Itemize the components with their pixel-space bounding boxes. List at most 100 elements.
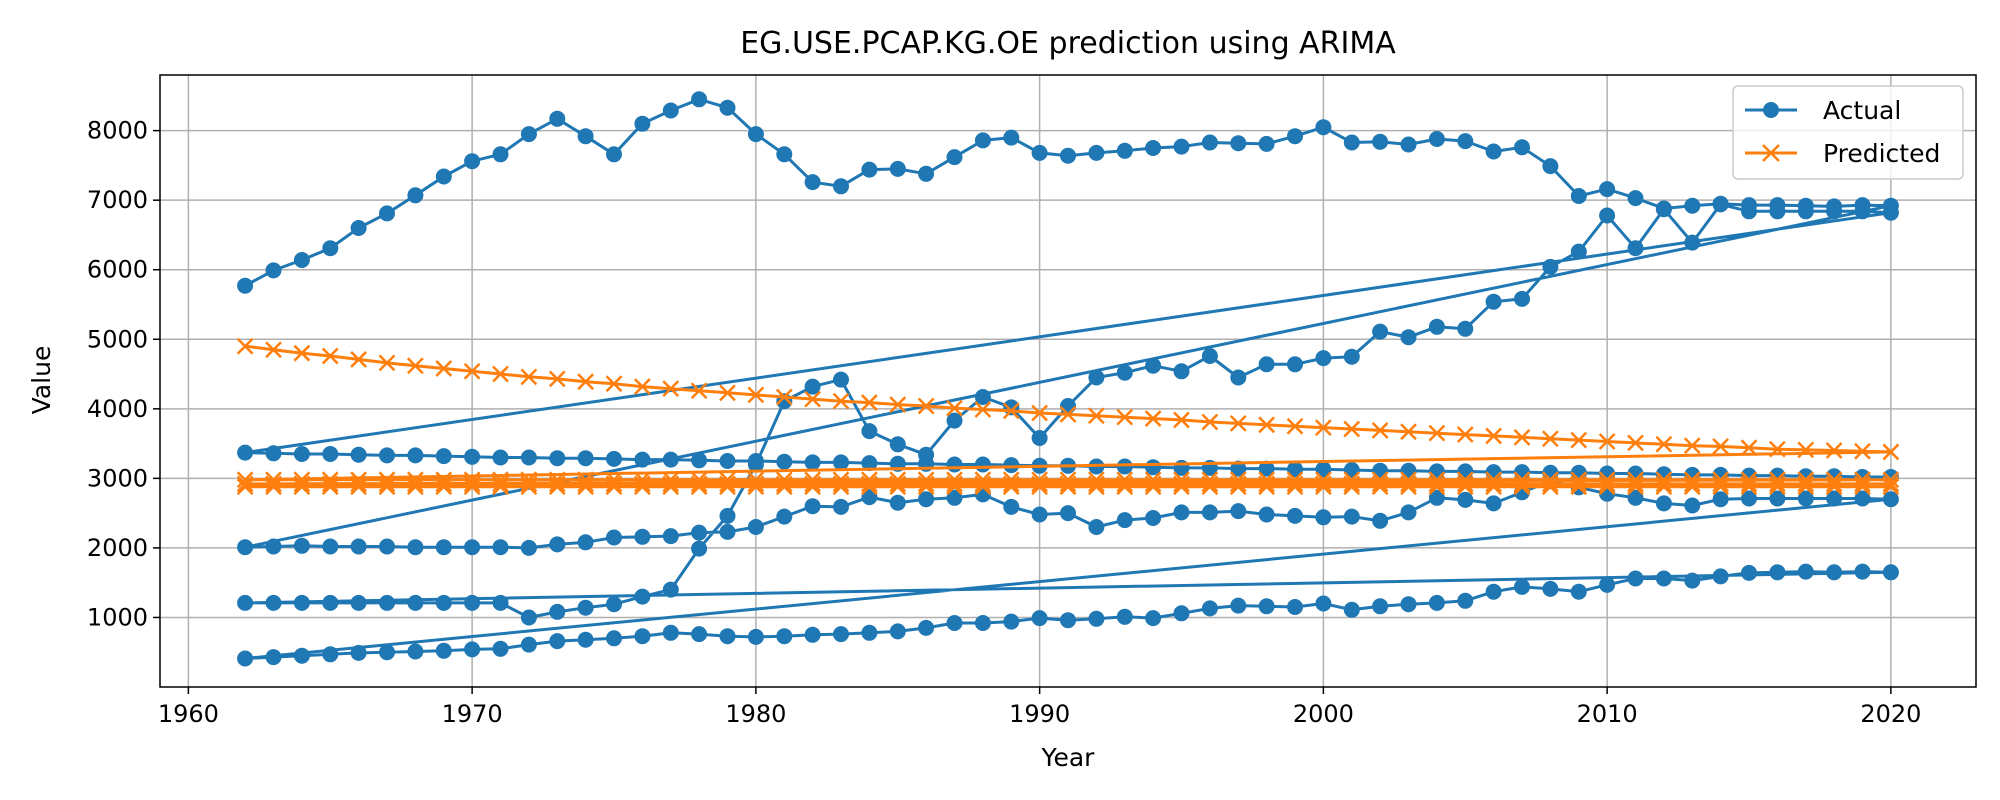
data-point-actual — [1003, 498, 1020, 515]
data-point-actual — [1145, 510, 1162, 526]
data-point-predicted — [1655, 435, 1673, 453]
data-point-predicted — [1683, 475, 1701, 493]
data-point-predicted — [860, 478, 878, 496]
data-point-predicted — [804, 390, 822, 408]
data-point-actual — [350, 446, 367, 463]
data-point-predicted — [1031, 478, 1049, 496]
data-point-predicted — [804, 478, 822, 496]
data-point-actual — [492, 640, 509, 657]
data-point-actual — [464, 153, 481, 170]
data-point-predicted — [946, 399, 963, 417]
data-point-actual — [889, 436, 906, 453]
data-point-actual — [379, 644, 395, 661]
y-tick-label: 2000 — [87, 534, 148, 562]
data-point-actual — [804, 498, 821, 515]
data-point-predicted — [1059, 475, 1077, 493]
data-point-actual — [719, 453, 736, 469]
x-tick-label: 2020 — [1860, 700, 1921, 728]
data-point-actual — [1485, 143, 1502, 160]
data-point-actual — [379, 205, 395, 222]
data-point-predicted — [492, 475, 509, 493]
data-point-predicted — [1485, 427, 1503, 445]
data-point-predicted — [775, 478, 793, 496]
data-point-predicted — [548, 471, 566, 489]
data-point-actual — [1201, 504, 1218, 521]
data-point-predicted — [1002, 402, 1020, 420]
data-point-actual — [1372, 133, 1389, 150]
data-point-actual — [719, 99, 736, 116]
data-point-predicted — [1031, 475, 1049, 493]
data-point-actual — [322, 240, 339, 257]
data-point-actual — [1003, 457, 1020, 474]
data-point-actual — [577, 631, 594, 648]
data-point-predicted — [1371, 478, 1389, 496]
data-point-actual — [435, 448, 452, 465]
data-point-predicted — [1286, 471, 1304, 489]
data-point-actual — [549, 450, 566, 467]
data-point-predicted — [1825, 478, 1843, 496]
data-point-predicted — [1087, 475, 1105, 493]
data-point-actual — [889, 623, 906, 640]
data-point-actual — [322, 594, 339, 611]
data-point-predicted — [1087, 407, 1105, 425]
data-point-predicted — [1655, 471, 1673, 489]
data-point-actual — [464, 539, 481, 556]
data-point-predicted — [690, 471, 708, 489]
data-point-predicted — [719, 475, 736, 493]
data-point-predicted — [860, 471, 878, 489]
data-point-actual — [1031, 430, 1048, 446]
data-point-predicted — [889, 478, 907, 496]
data-point-actual — [747, 519, 764, 535]
data-point-actual — [1343, 601, 1360, 618]
data-point-predicted — [321, 475, 339, 493]
data-point-actual — [804, 626, 821, 643]
data-point-actual — [435, 642, 452, 659]
data-point-predicted — [1116, 478, 1134, 496]
data-point-predicted — [1598, 433, 1616, 450]
series-actual — [237, 91, 1899, 667]
data-point-predicted — [946, 471, 963, 489]
data-point-predicted — [974, 475, 992, 493]
data-point-actual — [946, 615, 963, 631]
data-point-actual — [662, 528, 679, 545]
data-point-predicted — [1400, 423, 1417, 441]
data-point-actual — [804, 174, 821, 191]
data-point-predicted — [1371, 475, 1389, 493]
data-point-actual — [1712, 568, 1729, 585]
data-point-actual — [974, 456, 991, 473]
data-point-actual — [634, 588, 651, 605]
data-point-actual — [464, 641, 481, 658]
data-point-predicted — [378, 354, 396, 372]
data-point-predicted — [492, 478, 509, 496]
data-point-actual — [265, 262, 282, 279]
data-point-predicted — [1541, 430, 1559, 448]
data-point-actual — [265, 649, 282, 666]
data-point-actual — [435, 168, 452, 185]
data-point-actual — [889, 160, 906, 177]
data-point-predicted — [1229, 415, 1247, 432]
data-point-predicted — [548, 475, 566, 493]
data-point-predicted — [633, 378, 651, 395]
data-point-predicted — [1825, 475, 1843, 493]
data-point-predicted — [1825, 442, 1843, 459]
x-axis-label: Year — [1041, 743, 1096, 772]
data-point-actual — [520, 126, 537, 143]
data-point-predicted — [1314, 475, 1332, 493]
data-point-actual — [634, 628, 651, 645]
data-point-actual — [804, 378, 821, 395]
y-tick-label: 7000 — [87, 186, 148, 214]
data-point-actual — [1173, 138, 1190, 155]
data-point-actual — [833, 178, 849, 195]
data-point-predicted — [1144, 471, 1162, 489]
data-point-actual — [1655, 201, 1672, 218]
data-point-actual — [1655, 495, 1672, 512]
data-point-actual — [1627, 190, 1644, 207]
data-point-predicted — [974, 401, 992, 418]
data-point-actual — [379, 594, 395, 611]
data-point-actual — [1088, 144, 1105, 161]
axes: 1960 1970 1980 1990 2000 2010 2020 1000 2000 3000… — [87, 117, 1921, 728]
data-point-actual — [350, 538, 367, 555]
data-point-predicted — [1683, 478, 1701, 496]
data-point-predicted — [435, 471, 453, 489]
